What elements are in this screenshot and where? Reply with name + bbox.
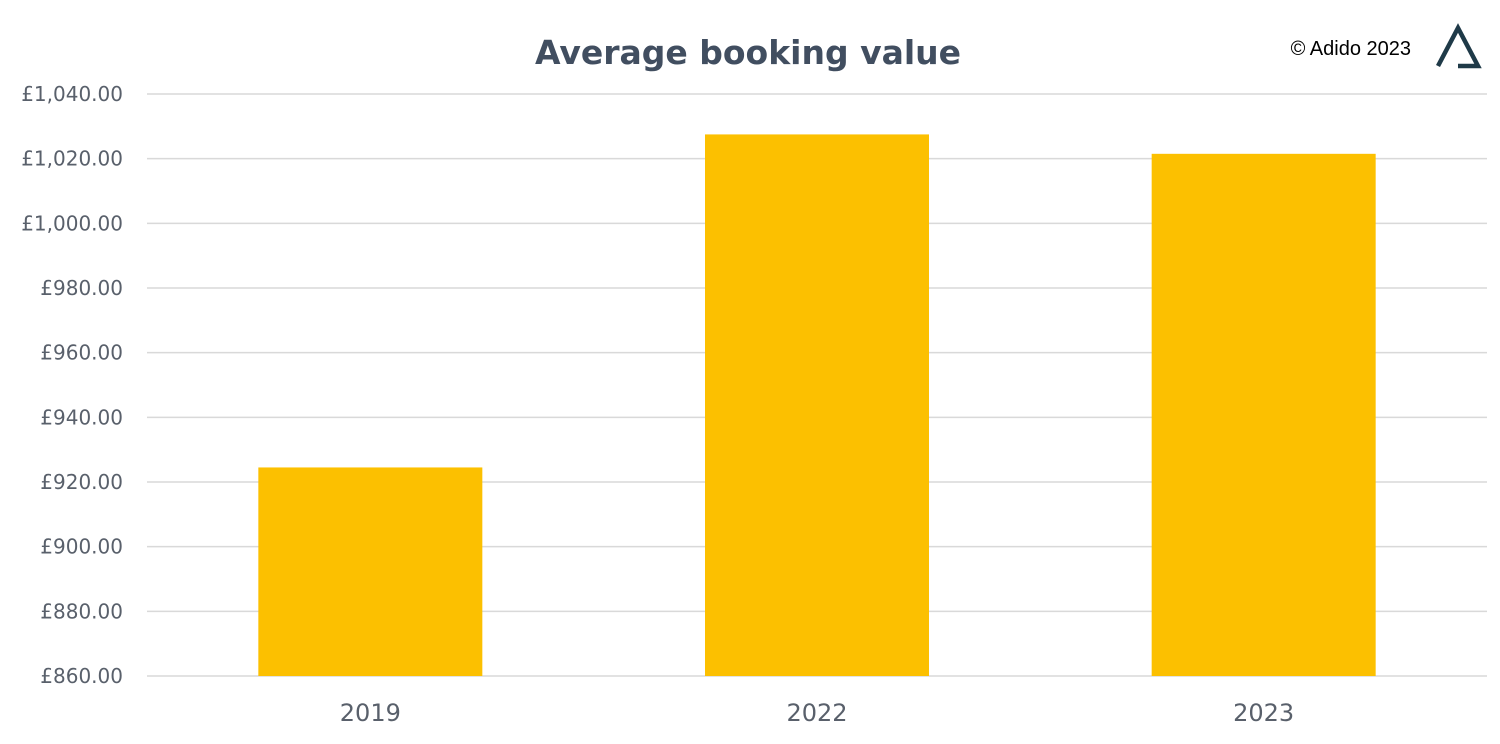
chart-title: Average booking value <box>535 33 961 72</box>
x-category-label: 2023 <box>1233 699 1294 727</box>
bar-2023 <box>1151 153 1376 677</box>
y-tick-label: £960.00 <box>40 341 123 365</box>
y-tick-label: £940.00 <box>40 405 123 429</box>
adido-triangle-logo-icon <box>1436 23 1482 69</box>
y-tick-label: £860.00 <box>40 664 123 688</box>
copyright-text: © Adido 2023 <box>1291 38 1411 60</box>
x-axis-category-labels: 2019 2022 2023 <box>340 699 1294 727</box>
x-category-label: 2022 <box>786 699 847 727</box>
x-category-label: 2019 <box>340 699 401 727</box>
y-tick-label: £1,040.00 <box>21 82 123 106</box>
bar-2022 <box>705 134 929 676</box>
y-tick-label: £1,000.00 <box>21 211 123 235</box>
bar-2019 <box>258 467 483 676</box>
y-tick-label: £920.00 <box>40 470 123 494</box>
y-tick-label: £1,020.00 <box>21 147 123 171</box>
bars <box>258 134 1376 677</box>
y-tick-label: £900.00 <box>40 535 123 559</box>
y-axis-tick-labels: £860.00 £880.00 £900.00 £920.00 £940.00 £960.… <box>21 82 123 688</box>
y-tick-label: £980.00 <box>40 276 123 300</box>
y-tick-label: £880.00 <box>40 599 123 623</box>
